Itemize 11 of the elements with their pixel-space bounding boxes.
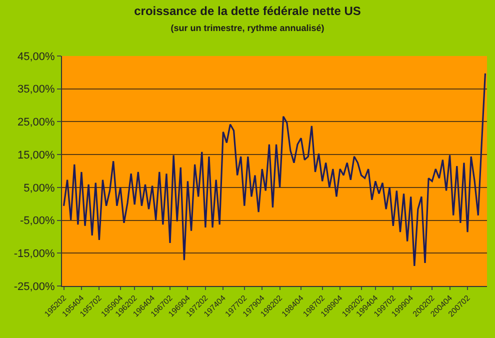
y-tick-label: 45,00% [17,50,56,63]
chart-subtitle: (sur un trimestre, rythme annualisé) [170,22,324,33]
y-tick-label: 15,00% [17,149,56,162]
y-tick-label: -5,00% [20,215,56,228]
y-tick-label: 25,00% [17,116,56,129]
y-tick-label: 5,00% [24,182,56,194]
y-tick-label: -15,00% [14,248,56,260]
chart-title: croissance de la dette fédérale nette US [134,4,361,18]
y-tick-label: 35,00% [17,84,56,96]
y-tick-label: -25,00% [14,280,56,293]
line-series [62,72,486,267]
